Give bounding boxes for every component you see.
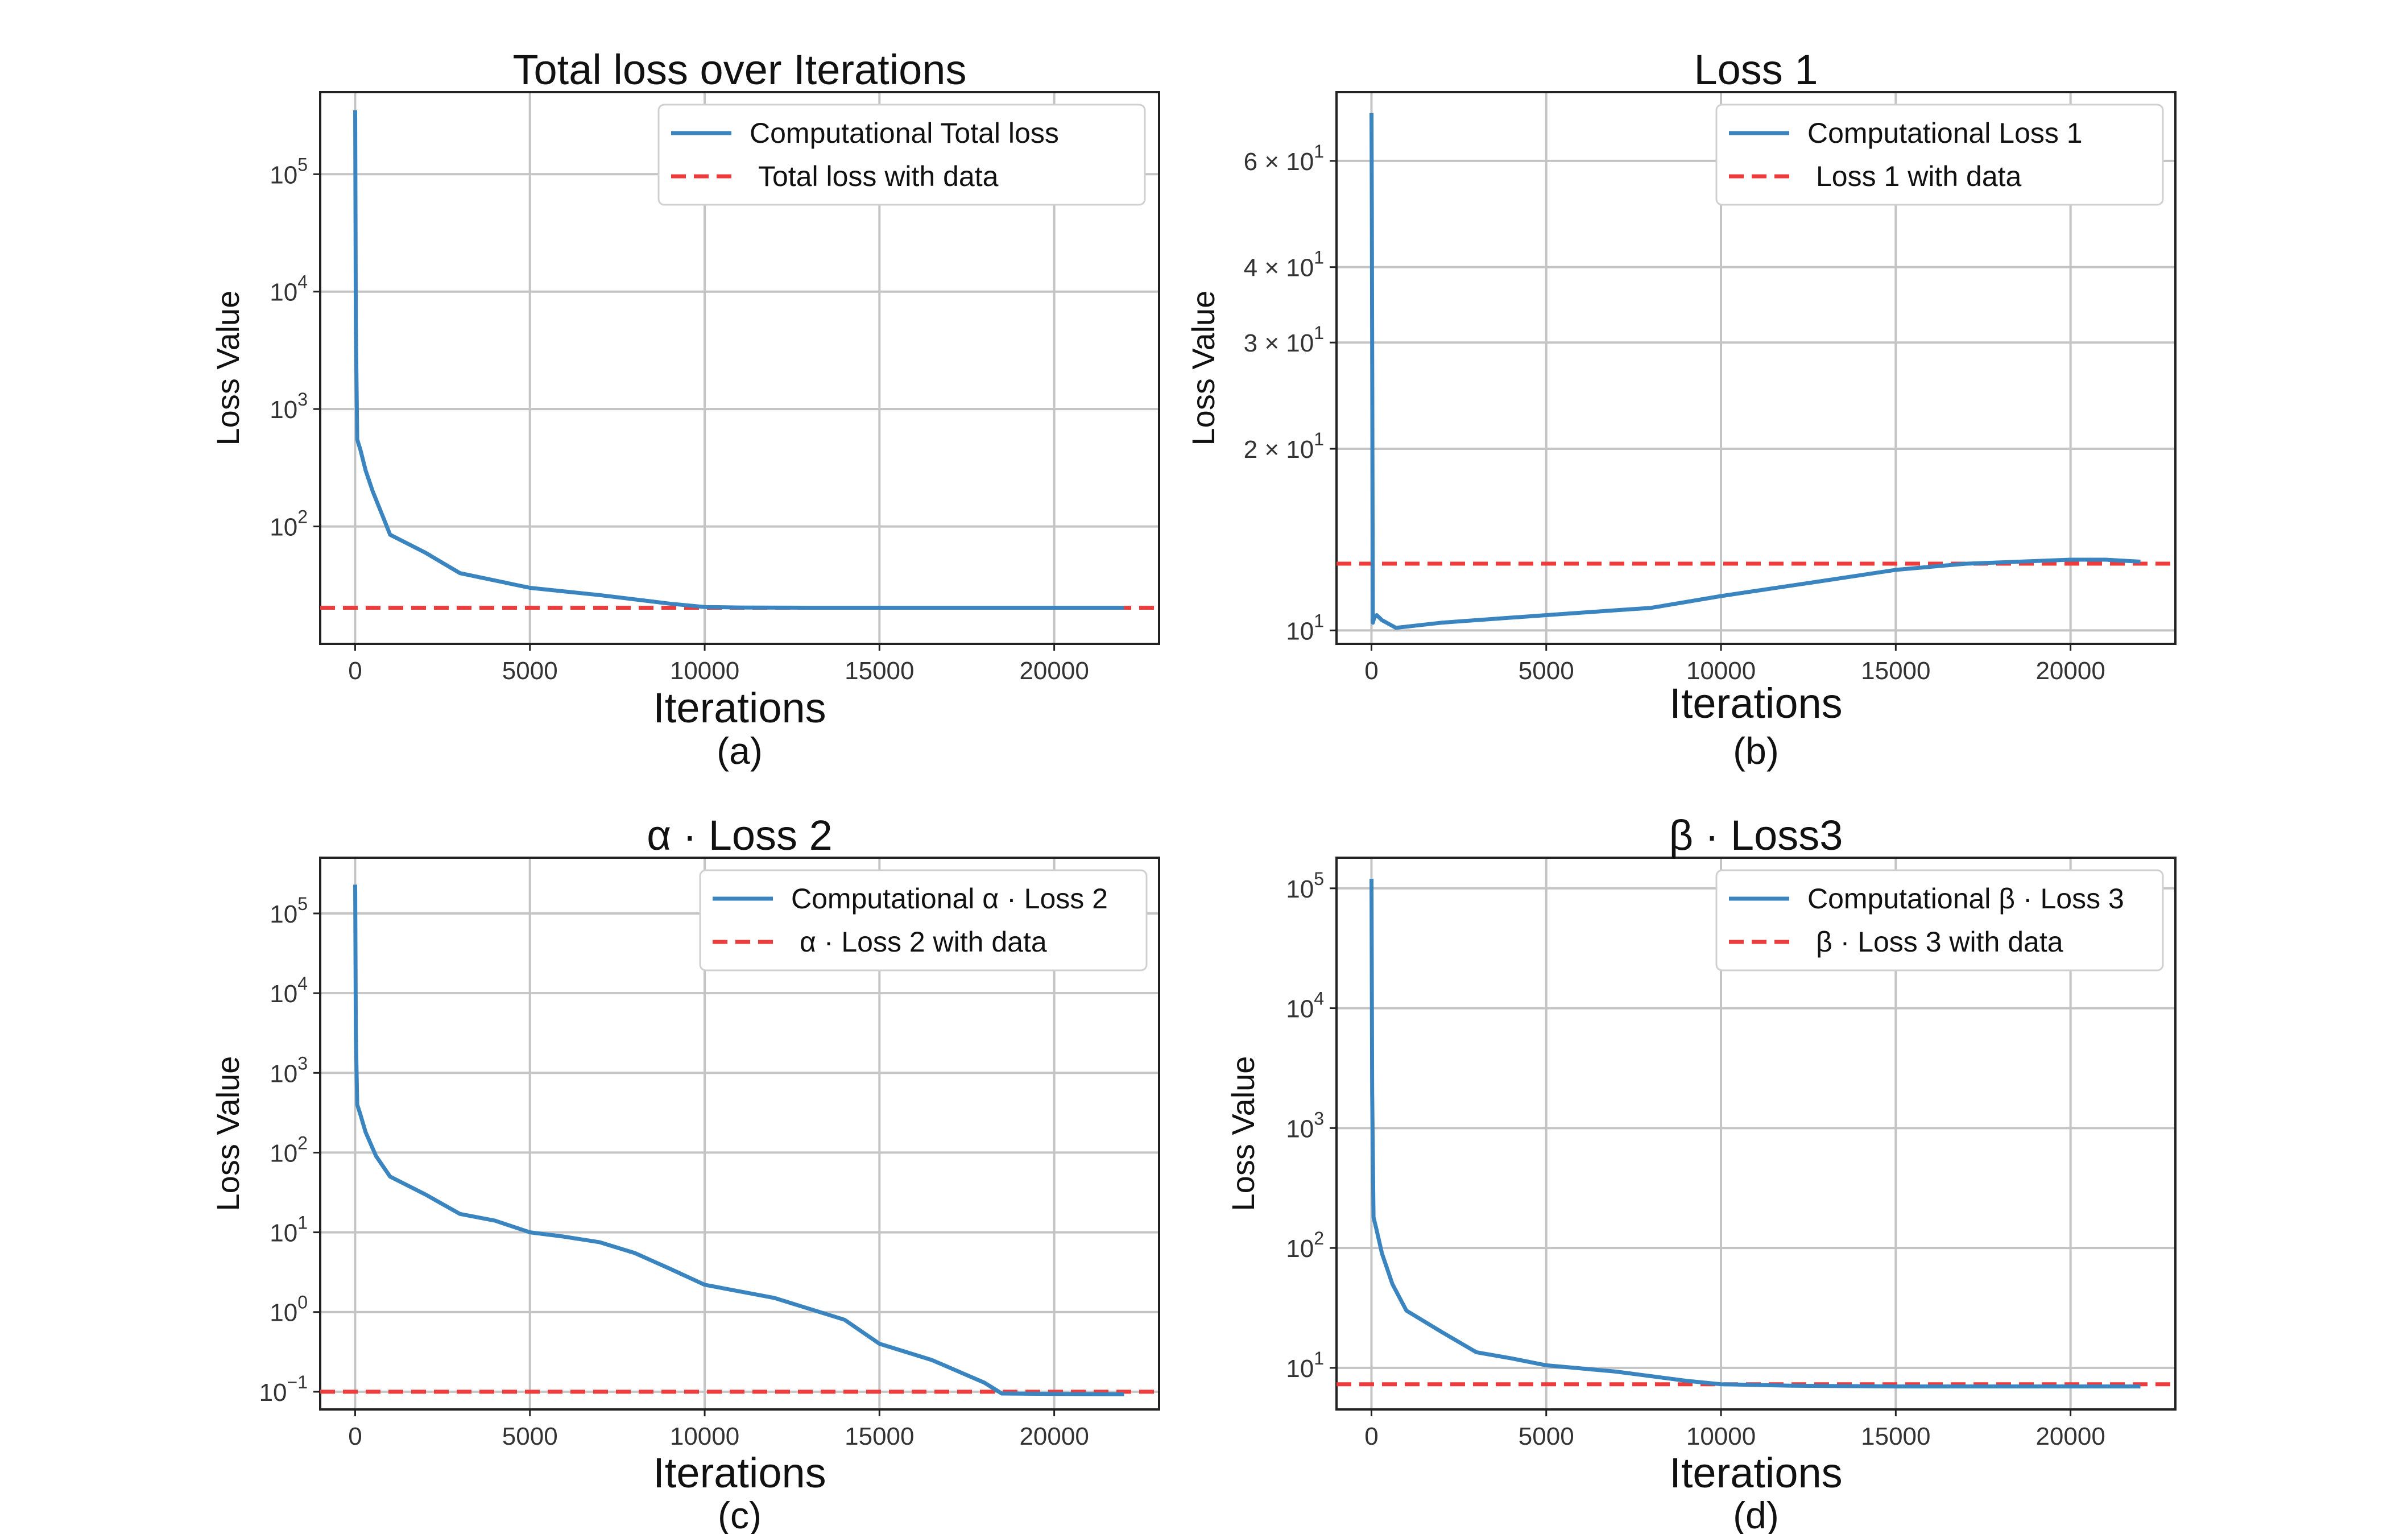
x-tick-label: 0: [1364, 1423, 1378, 1450]
panel-caption: (c): [718, 1494, 762, 1534]
y-tick-label: 10−1: [259, 1372, 308, 1407]
y-tick-label: 105: [1286, 869, 1324, 903]
legend: Computational Total loss Total loss with …: [657, 104, 1146, 206]
x-axis-label: Iterations: [1669, 680, 1842, 727]
panel-caption: (d): [1733, 1494, 1779, 1534]
x-tick-label: 5000: [1519, 1423, 1574, 1450]
legend: Computational Loss 1 Loss 1 with data: [1715, 104, 2164, 206]
legend-label-computational: Computational Loss 1: [1807, 117, 2083, 149]
x-tick-label: 15000: [845, 657, 914, 685]
legend-box: [1715, 869, 2164, 971]
x-tick-label: 15000: [1861, 1423, 1930, 1450]
computational-loss-line: [1370, 113, 2141, 630]
y-tick-label: 101: [1286, 610, 1324, 645]
y-axis-label: Loss Value: [1225, 1056, 1261, 1212]
legend-label-data: Loss 1 with data: [1816, 160, 2022, 192]
y-tick-label: 104: [270, 272, 308, 307]
panel-caption: (a): [717, 730, 763, 772]
panel-title: α · Loss 2: [647, 812, 833, 859]
legend-label-computational: Computational Total loss: [750, 117, 1059, 149]
y-axis-label: Loss Value: [210, 291, 246, 446]
chart-panel-4: 0 5000 10000 15000 20000 101 102 103 104 105 Compu…: [1225, 812, 2177, 1534]
x-tick-label: 10000: [670, 657, 739, 685]
computational-loss-line: [353, 884, 1124, 1396]
x-tick-label: 10000: [670, 1423, 739, 1450]
y-tick-label: 103: [270, 389, 308, 424]
x-axis-label: Iterations: [1669, 1449, 1842, 1496]
legend: Computational β · Loss 3 β · Loss 3 with …: [1715, 869, 2164, 971]
chart-panel-2: 0 5000 10000 15000 20000 101 2 × 101 3 × 101 4 ×…: [1185, 46, 2177, 772]
x-tick-label: 0: [1364, 657, 1378, 685]
legend-label-data: α · Loss 2 with data: [800, 926, 1047, 958]
legend: Computational α · Loss 2 α · Loss 2 with …: [699, 869, 1148, 971]
y-tick-label: 103: [270, 1053, 308, 1088]
y-tick-label: 102: [270, 1132, 308, 1167]
y-tick-label: 2 × 101: [1244, 429, 1324, 464]
legend-box: [1715, 104, 2164, 206]
x-tick-label: 0: [348, 657, 362, 685]
x-tick-label: 20000: [1019, 1423, 1089, 1450]
y-tick-label: 100: [270, 1292, 308, 1327]
y-tick-label: 6 × 101: [1244, 141, 1324, 176]
y-tick-label: 103: [1286, 1108, 1324, 1143]
x-tick-label: 15000: [1861, 657, 1930, 685]
y-tick-label: 101: [270, 1213, 308, 1247]
y-tick-label: 105: [270, 894, 308, 928]
x-axis-label: Iterations: [653, 1449, 826, 1496]
panel-title: Loss 1: [1694, 46, 1818, 93]
axes-frame: [1335, 857, 2177, 1411]
computational-loss-line: [1370, 879, 2141, 1389]
y-tick-label: 104: [270, 973, 308, 1008]
y-tick-label: 4 × 101: [1244, 247, 1324, 282]
y-tick-label: 105: [270, 154, 308, 189]
legend-label-computational: Computational β · Loss 3: [1807, 883, 2124, 915]
x-tick-label: 10000: [1686, 657, 1756, 685]
axes-frame: [319, 857, 1160, 1411]
x-tick-label: 15000: [845, 1423, 914, 1450]
x-tick-label: 5000: [1519, 657, 1574, 685]
x-tick-label: 5000: [502, 657, 558, 685]
y-tick-label: 3 × 101: [1244, 322, 1324, 357]
y-tick-label: 102: [1286, 1228, 1324, 1263]
legend-label-data: Total loss with data: [758, 160, 999, 192]
y-tick-label: 101: [1286, 1348, 1324, 1383]
panel-caption: (b): [1733, 730, 1779, 772]
x-tick-label: 20000: [2035, 657, 2105, 685]
panel-title: Total loss over Iterations: [513, 46, 967, 93]
axes-frame: [319, 91, 1160, 645]
y-tick-label: 104: [1286, 989, 1324, 1023]
x-tick-label: 5000: [502, 1423, 558, 1450]
legend-label-data: β · Loss 3 with data: [1816, 926, 2063, 958]
panel-title: β · Loss3: [1669, 812, 1843, 859]
y-tick-label: 102: [270, 507, 308, 541]
x-tick-label: 20000: [2035, 1423, 2105, 1450]
axes-frame: [1335, 91, 2177, 645]
legend-box: [699, 869, 1148, 971]
legend-box: [657, 104, 1146, 206]
chart-panel-1: 0 5000 10000 15000 20000 102 103 104 105 Computat…: [210, 46, 1160, 772]
chart-panel-3: 0 5000 10000 15000 20000 10−1 100 101 102 103 104 1…: [210, 812, 1160, 1534]
legend-label-computational: Computational α · Loss 2: [791, 883, 1108, 915]
y-axis-label: Loss Value: [1185, 291, 1221, 446]
y-axis-label: Loss Value: [210, 1056, 246, 1212]
x-tick-label: 0: [348, 1423, 362, 1450]
computational-loss-line: [353, 110, 1124, 610]
x-axis-label: Iterations: [653, 684, 826, 731]
x-tick-label: 20000: [1019, 657, 1089, 685]
x-tick-label: 10000: [1686, 1423, 1756, 1450]
